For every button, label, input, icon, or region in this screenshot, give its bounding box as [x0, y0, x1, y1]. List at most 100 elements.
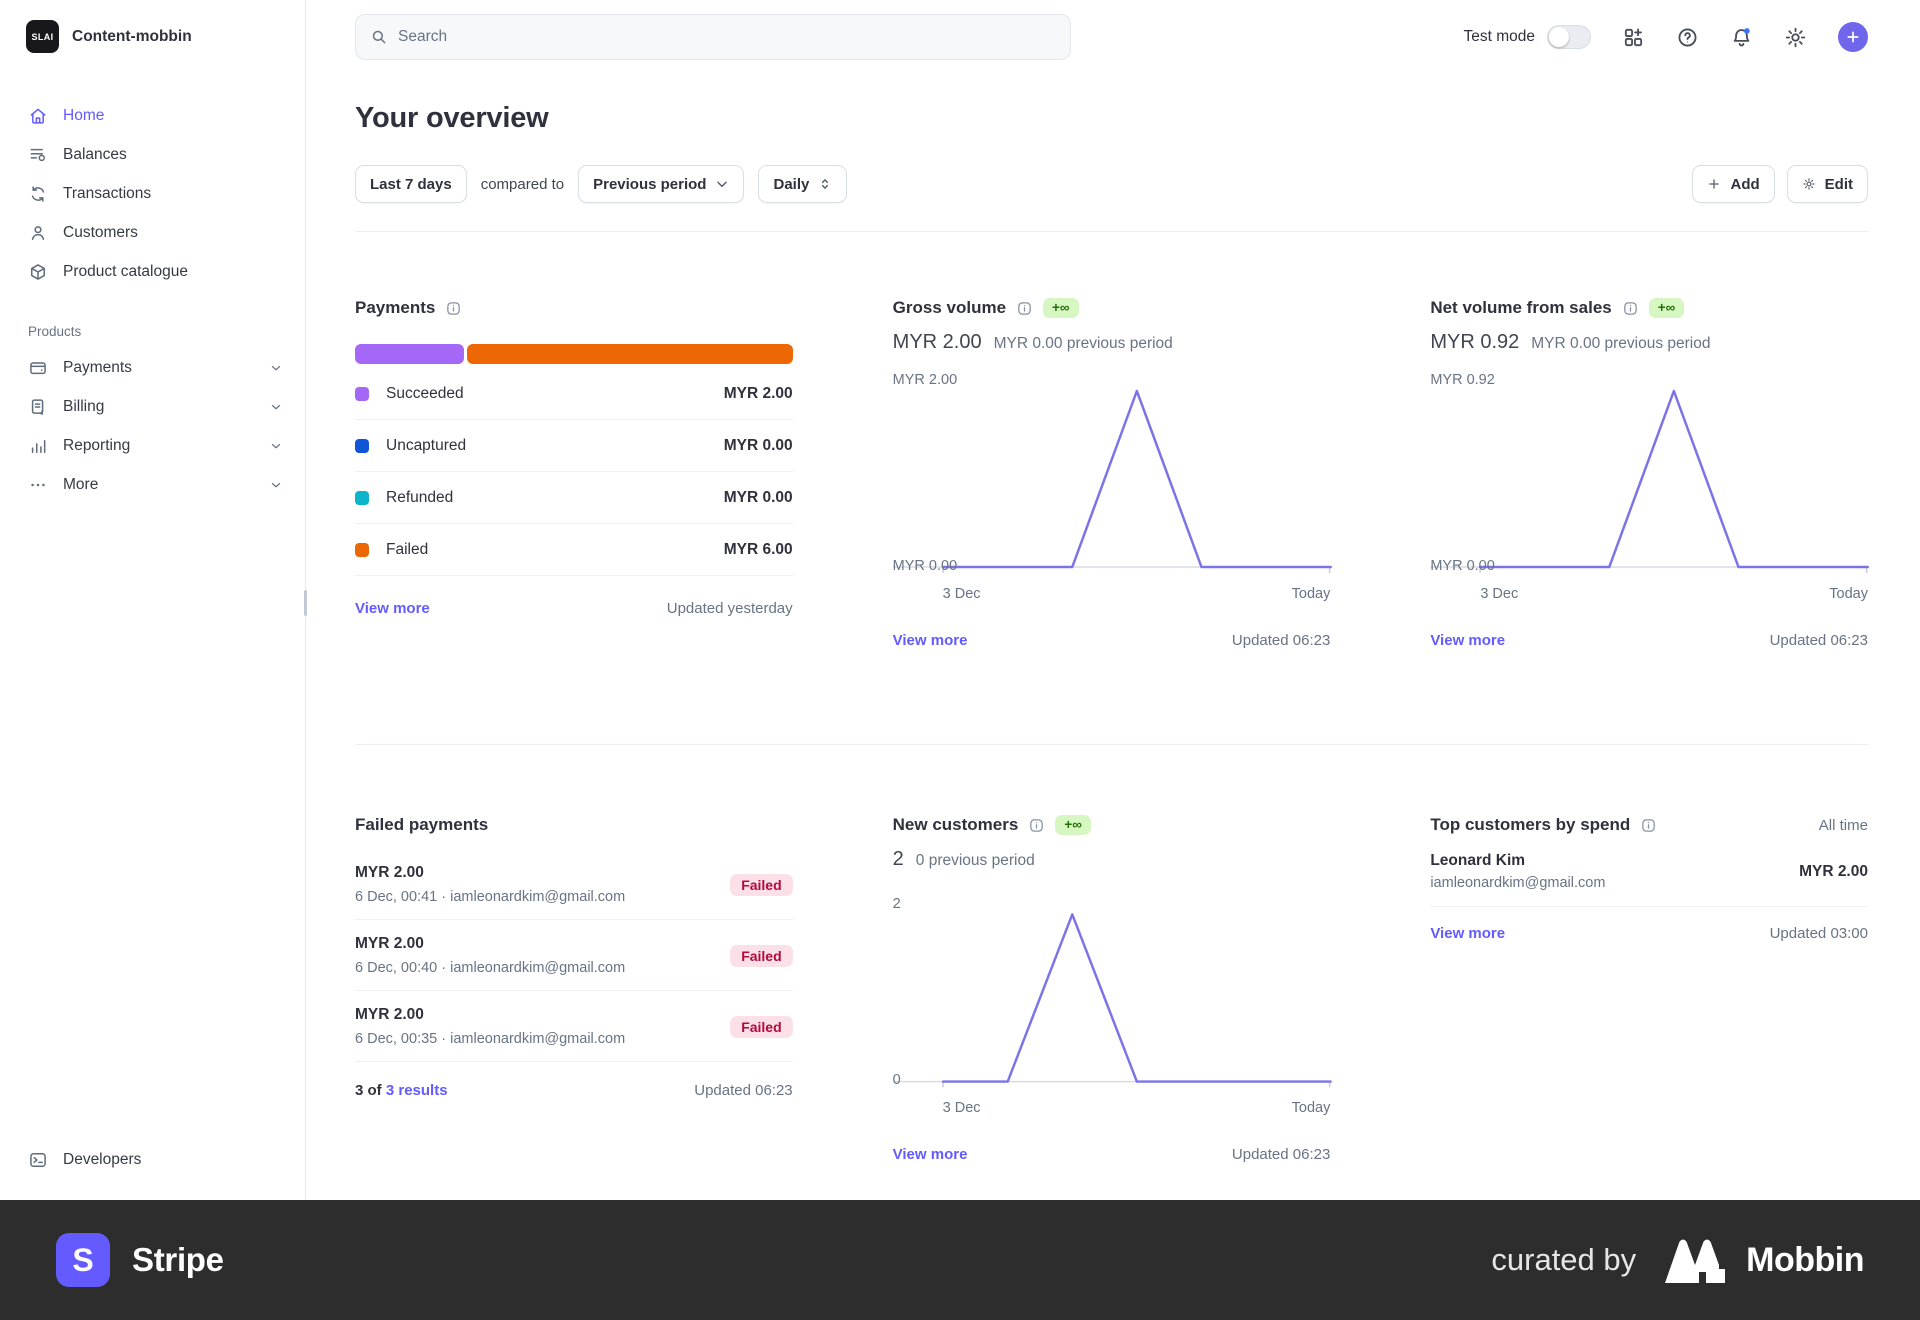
sidebar-item-label: Product catalogue [63, 262, 188, 280]
customers-icon [28, 223, 48, 243]
sidebar-nav: Home Balances Transactions Customers [20, 101, 291, 286]
stripe-brand-name: Stripe [132, 1241, 224, 1278]
apps-grid-icon[interactable] [1622, 26, 1645, 49]
info-icon[interactable] [1016, 300, 1033, 317]
sidebar-item-customers[interactable]: Customers [20, 218, 291, 247]
status-badge: Failed [730, 1015, 793, 1038]
status-badge: Failed [730, 873, 793, 896]
status-value: MYR 0.00 [723, 436, 793, 454]
table-row[interactable]: Refunded MYR 0.00 [355, 472, 793, 524]
range-label: All time [1818, 816, 1868, 834]
sidebar-item-payments[interactable]: Payments [20, 353, 291, 382]
gross-volume-card: Gross volume +∞ MYR 2.00 MYR 0.00 previo… [892, 298, 1332, 649]
workspace-name: Content-mobbin [72, 27, 192, 45]
updated-timestamp: Updated 03:00 [1769, 925, 1868, 942]
view-more-link[interactable]: View more [355, 600, 430, 617]
updated-timestamp: Updated 06:23 [1231, 1146, 1331, 1163]
sidebar-item-home[interactable]: Home [20, 101, 291, 130]
updated-timestamp: Updated 06:23 [694, 1082, 793, 1099]
card-title: Failed payments [355, 815, 489, 834]
x-axis-end-label: Today [1291, 1100, 1331, 1116]
table-row[interactable]: Succeeded MYR 2.00 [355, 368, 793, 420]
comparison-dropdown[interactable]: Previous period [578, 165, 745, 203]
create-plus-button[interactable] [1838, 22, 1868, 52]
x-axis-start-label: 3 Dec [942, 1100, 981, 1116]
test-mode-toggle[interactable] [1547, 25, 1591, 49]
customer-name: Leonard Kim [1430, 852, 1526, 869]
new-customers-chart: 2 0 [892, 896, 1332, 1093]
list-item[interactable]: MYR 2.00 6 Dec, 00:40 · iamleonardkim@gm… [355, 920, 793, 991]
view-more-link[interactable]: View more [892, 632, 968, 649]
date-range-button[interactable]: Last 7 days [355, 165, 467, 203]
more-dots-icon [28, 475, 48, 495]
info-icon[interactable] [1622, 300, 1639, 317]
x-axis-end-label: Today [1829, 586, 1868, 602]
sidebar-item-billing[interactable]: Billing [20, 392, 291, 421]
list-item[interactable]: MYR 2.00 6 Dec, 00:35 · iamleonardkim@gm… [355, 991, 793, 1062]
developers-terminal-icon [28, 1150, 48, 1170]
notifications-bell-icon[interactable] [1730, 26, 1753, 49]
x-axis-start-label: 3 Dec [942, 586, 981, 602]
y-axis-max-label: MYR 0.92 [1430, 372, 1495, 388]
view-more-link[interactable]: View more [1430, 925, 1506, 942]
info-icon[interactable] [1028, 817, 1045, 834]
curated-by-label: curated by [1491, 1242, 1637, 1277]
page-title: Your overview [355, 102, 549, 134]
sidebar-item-label: Payments [63, 358, 132, 376]
metric-previous: MYR 0.00 previous period [1531, 335, 1711, 352]
main-content: Test mode Your ove [306, 0, 1920, 1200]
x-axis-start-label: 3 Dec [1480, 586, 1519, 602]
view-more-link[interactable]: View more [892, 1146, 968, 1163]
sidebar-item-more[interactable]: More [20, 470, 291, 499]
interval-select[interactable]: Daily [758, 165, 848, 203]
sidebar-item-transactions[interactable]: Transactions [20, 179, 291, 208]
workspace-switcher[interactable]: SLAI Content-mobbin [20, 20, 291, 53]
payment-amount: MYR 2.00 [355, 935, 424, 952]
sidebar-item-reporting[interactable]: Reporting [20, 431, 291, 460]
sidebar-item-label: Home [63, 106, 105, 124]
card-title: Net volume from sales [1430, 298, 1612, 317]
info-icon[interactable] [1640, 817, 1657, 834]
top-customers-card: Top customers by spend All time Leonard … [1430, 815, 1868, 1163]
new-customers-card: New customers +∞ 2 0 previous period 2 [892, 815, 1332, 1163]
sidebar-item-balances[interactable]: Balances [20, 140, 291, 169]
y-axis-min-label: MYR 0.00 [1430, 558, 1495, 574]
table-row[interactable]: Uncaptured MYR 0.00 [355, 420, 793, 472]
settings-gear-icon[interactable] [1784, 26, 1807, 49]
search-input[interactable] [398, 28, 1056, 46]
overview-row-1: Payments Succeeded MYR 2.00 Uncaptur [355, 298, 1870, 649]
list-item[interactable]: Leonard Kim iamleonardkim@gmail.com MYR … [1430, 835, 1868, 907]
overview-row-2: Failed payments MYR 2.00 6 Dec, 00:41 · … [355, 815, 1868, 1163]
card-title: Payments [355, 298, 436, 317]
info-icon[interactable] [445, 300, 462, 317]
failed-payments-list: MYR 2.00 6 Dec, 00:41 · iamleonardkim@gm… [355, 849, 793, 1062]
x-axis-end-label: Today [1291, 586, 1331, 602]
search-bar[interactable] [355, 14, 1071, 60]
chevron-down-icon [269, 400, 283, 414]
add-button[interactable]: Add [1692, 165, 1775, 203]
metric-value: MYR 2.00 [892, 331, 982, 353]
billing-icon [28, 397, 48, 417]
topbar: Test mode [355, 14, 1868, 60]
results-count-prefix: 3 of [355, 1082, 382, 1099]
toggle-knob [1549, 27, 1569, 47]
chevron-down-icon [269, 478, 283, 492]
sidebar-item-product-catalogue[interactable]: Product catalogue [20, 257, 291, 286]
help-icon[interactable] [1676, 26, 1699, 49]
sidebar-item-label: More [63, 475, 99, 493]
payments-card: Payments Succeeded MYR 2.00 Uncaptur [355, 298, 793, 649]
results-count-link[interactable]: 3 results [385, 1082, 448, 1099]
sidebar-resize-handle[interactable] [304, 590, 307, 616]
chevron-down-icon [269, 361, 283, 375]
net-volume-card: Net volume from sales +∞ MYR 0.92 MYR 0.… [1430, 298, 1870, 649]
chevron-down-icon [717, 181, 728, 188]
mobbin-brand-name: Mobbin [1746, 1240, 1864, 1279]
edit-button[interactable]: Edit [1786, 165, 1868, 203]
table-row[interactable]: Failed MYR 6.00 [355, 524, 793, 576]
sidebar-item-label: Balances [63, 145, 127, 163]
list-item[interactable]: MYR 2.00 6 Dec, 00:41 · iamleonardkim@gm… [355, 849, 793, 920]
sidebar-item-developers[interactable]: Developers [20, 1145, 291, 1174]
y-axis-min-label: 0 [892, 1072, 901, 1088]
view-more-link[interactable]: View more [1430, 632, 1506, 649]
section-divider [355, 744, 1868, 745]
